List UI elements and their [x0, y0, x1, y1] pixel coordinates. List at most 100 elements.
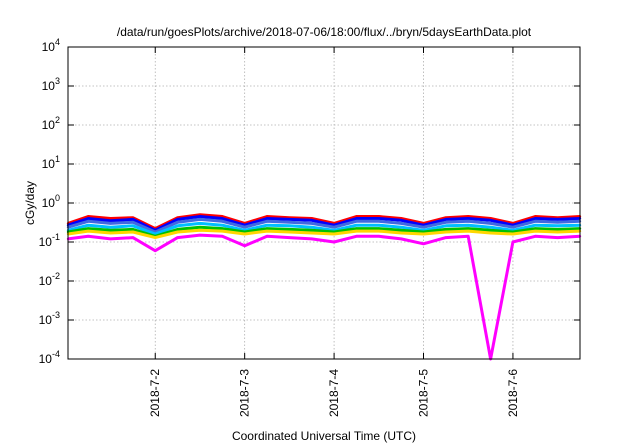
- data-point: [400, 226, 403, 229]
- data-point: [131, 228, 135, 231]
- data-point: [332, 226, 336, 229]
- data-point: [221, 220, 224, 223]
- series-line: [67, 215, 581, 232]
- data-point: [198, 226, 202, 229]
- data-point: [534, 229, 537, 233]
- data-point: [489, 229, 492, 232]
- data-point: [131, 224, 135, 227]
- y-tick-label: 10-1: [39, 232, 60, 249]
- grid: [68, 47, 580, 359]
- data-point: [355, 227, 358, 230]
- data-point: [556, 228, 559, 231]
- data-point: [87, 235, 90, 238]
- x-tick-label: 2018-7-2: [148, 369, 162, 417]
- data-point: [265, 227, 269, 230]
- data-point: [109, 219, 112, 222]
- data-point: [377, 220, 380, 223]
- data-point: [131, 236, 135, 239]
- data-point: [355, 235, 358, 238]
- data-point: [109, 237, 112, 241]
- data-point: [511, 240, 515, 244]
- chart-title: /data/run/goesPlots/archive/2018-07-06/1…: [117, 25, 532, 39]
- data-point: [109, 222, 112, 225]
- data-point: [400, 222, 403, 225]
- data-point: [310, 226, 313, 229]
- data-point: [377, 229, 380, 233]
- data-point: [198, 218, 202, 221]
- data-point: [400, 231, 403, 235]
- data-point: [400, 237, 403, 241]
- data-point: [400, 229, 403, 232]
- data-point: [467, 217, 470, 220]
- data-point: [377, 227, 380, 230]
- data-point: [400, 219, 403, 222]
- data-point: [489, 231, 492, 235]
- data-point: [489, 222, 492, 225]
- data-point: [310, 219, 313, 222]
- y-axis-label: cGy/day: [23, 181, 37, 225]
- data-point: [243, 244, 246, 247]
- data-point: [154, 249, 157, 252]
- data-point: [310, 222, 313, 225]
- data-point: [556, 236, 559, 239]
- data-point: [198, 229, 202, 232]
- x-axis-label: Coordinated Universal Time (UTC): [232, 429, 416, 443]
- x-tick-label: 2018-7-3: [238, 369, 252, 417]
- data-point: [131, 230, 135, 234]
- data-point: [511, 232, 515, 236]
- data-point: [176, 221, 179, 224]
- data-point: [310, 237, 313, 241]
- x-tick-label: 2018-7-4: [327, 369, 341, 417]
- data-point: [444, 224, 448, 227]
- data-point: [422, 226, 425, 229]
- data-point: [87, 229, 90, 233]
- data-point: [310, 231, 313, 235]
- data-point: [154, 236, 157, 239]
- data-point: [176, 218, 179, 221]
- data-point: [265, 220, 269, 223]
- data-point: [377, 235, 380, 238]
- series-line: [67, 233, 581, 361]
- data-point: [288, 221, 291, 224]
- data-point: [221, 227, 224, 230]
- series-line: [67, 217, 581, 234]
- data-point: [87, 220, 90, 223]
- data-point: [176, 228, 179, 231]
- data-point: [221, 224, 224, 227]
- data-point: [265, 235, 269, 238]
- data-point: [288, 236, 291, 239]
- data-point: [444, 228, 448, 231]
- series-lines: [66, 213, 582, 361]
- data-point: [355, 220, 358, 223]
- y-tick-label: 104: [42, 37, 60, 54]
- data-point: [87, 217, 90, 220]
- data-point: [489, 219, 492, 222]
- data-point: [467, 227, 470, 230]
- data-point: [556, 224, 559, 227]
- axis-ticks: 10-4 10-3 10-2 10-1 100 101 102 103 104 2018-7-2 2…: [39, 37, 580, 417]
- data-point: [198, 215, 202, 218]
- data-point: [332, 232, 336, 236]
- data-point: [467, 220, 470, 223]
- data-point: [467, 235, 470, 238]
- data-point: [221, 217, 224, 220]
- data-point: [131, 218, 135, 221]
- data-point: [243, 226, 246, 229]
- data-point: [534, 227, 537, 230]
- data-point: [534, 220, 537, 223]
- data-point: [131, 221, 135, 224]
- data-point: [422, 232, 425, 236]
- series-line: [67, 221, 581, 236]
- data-point: [265, 224, 269, 227]
- data-point: [109, 229, 112, 232]
- data-point: [489, 226, 492, 229]
- data-point: [109, 217, 112, 220]
- data-point: [467, 229, 470, 233]
- data-point: [310, 229, 313, 232]
- series-line: [67, 228, 581, 240]
- data-point: [288, 230, 291, 234]
- data-point: [377, 217, 380, 220]
- data-point: [288, 218, 291, 221]
- data-point: [444, 218, 448, 221]
